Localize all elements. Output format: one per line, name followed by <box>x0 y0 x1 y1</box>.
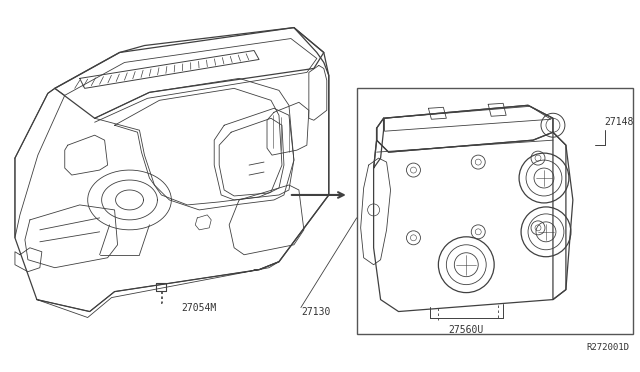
Text: 27130: 27130 <box>301 307 330 317</box>
Text: 27560U: 27560U <box>449 326 484 336</box>
Bar <box>356 89 633 334</box>
Text: R272001D: R272001D <box>587 343 630 352</box>
Text: 27148: 27148 <box>605 117 634 127</box>
Text: 27054M: 27054M <box>181 302 216 312</box>
